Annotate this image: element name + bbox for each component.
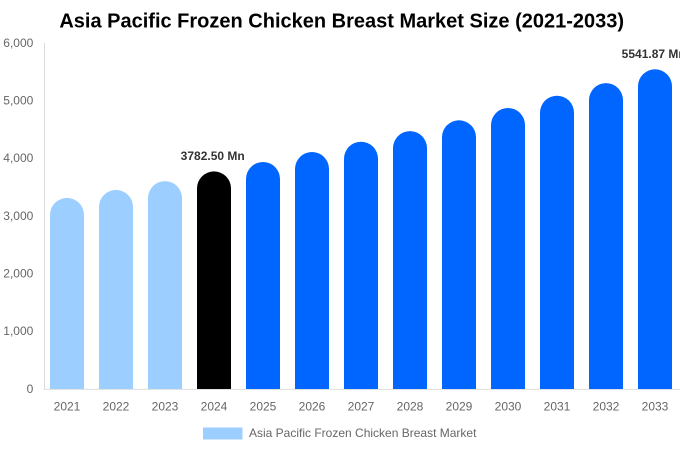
- svg-text:2,000: 2,000: [3, 267, 33, 281]
- svg-text:2032: 2032: [593, 400, 620, 414]
- svg-text:2023: 2023: [152, 400, 179, 414]
- svg-text:3,000: 3,000: [3, 209, 33, 223]
- svg-text:2028: 2028: [397, 400, 424, 414]
- svg-text:2026: 2026: [299, 400, 326, 414]
- svg-text:2024: 2024: [201, 400, 228, 414]
- svg-text:Asia Pacific Frozen Chicken Br: Asia Pacific Frozen Chicken Breast Marke…: [249, 426, 477, 440]
- svg-text:6,000: 6,000: [3, 36, 33, 50]
- svg-text:4,000: 4,000: [3, 151, 33, 165]
- svg-text:2025: 2025: [250, 400, 277, 414]
- svg-text:2033: 2033: [642, 400, 669, 414]
- svg-text:0: 0: [27, 382, 34, 396]
- svg-text:2030: 2030: [495, 400, 522, 414]
- svg-text:1,000: 1,000: [3, 324, 33, 338]
- svg-text:5,000: 5,000: [3, 94, 33, 108]
- svg-text:3782.50 Mn: 3782.50 Mn: [181, 149, 245, 163]
- svg-text:2027: 2027: [348, 400, 375, 414]
- svg-text:Asia Pacific Frozen Chicken Br: Asia Pacific Frozen Chicken Breast Marke…: [59, 10, 624, 32]
- svg-text:5541.87 Mn: 5541.87 Mn: [622, 47, 680, 61]
- svg-text:2022: 2022: [103, 400, 130, 414]
- svg-text:2029: 2029: [446, 400, 473, 414]
- svg-text:2031: 2031: [544, 400, 571, 414]
- svg-text:2021: 2021: [54, 400, 81, 414]
